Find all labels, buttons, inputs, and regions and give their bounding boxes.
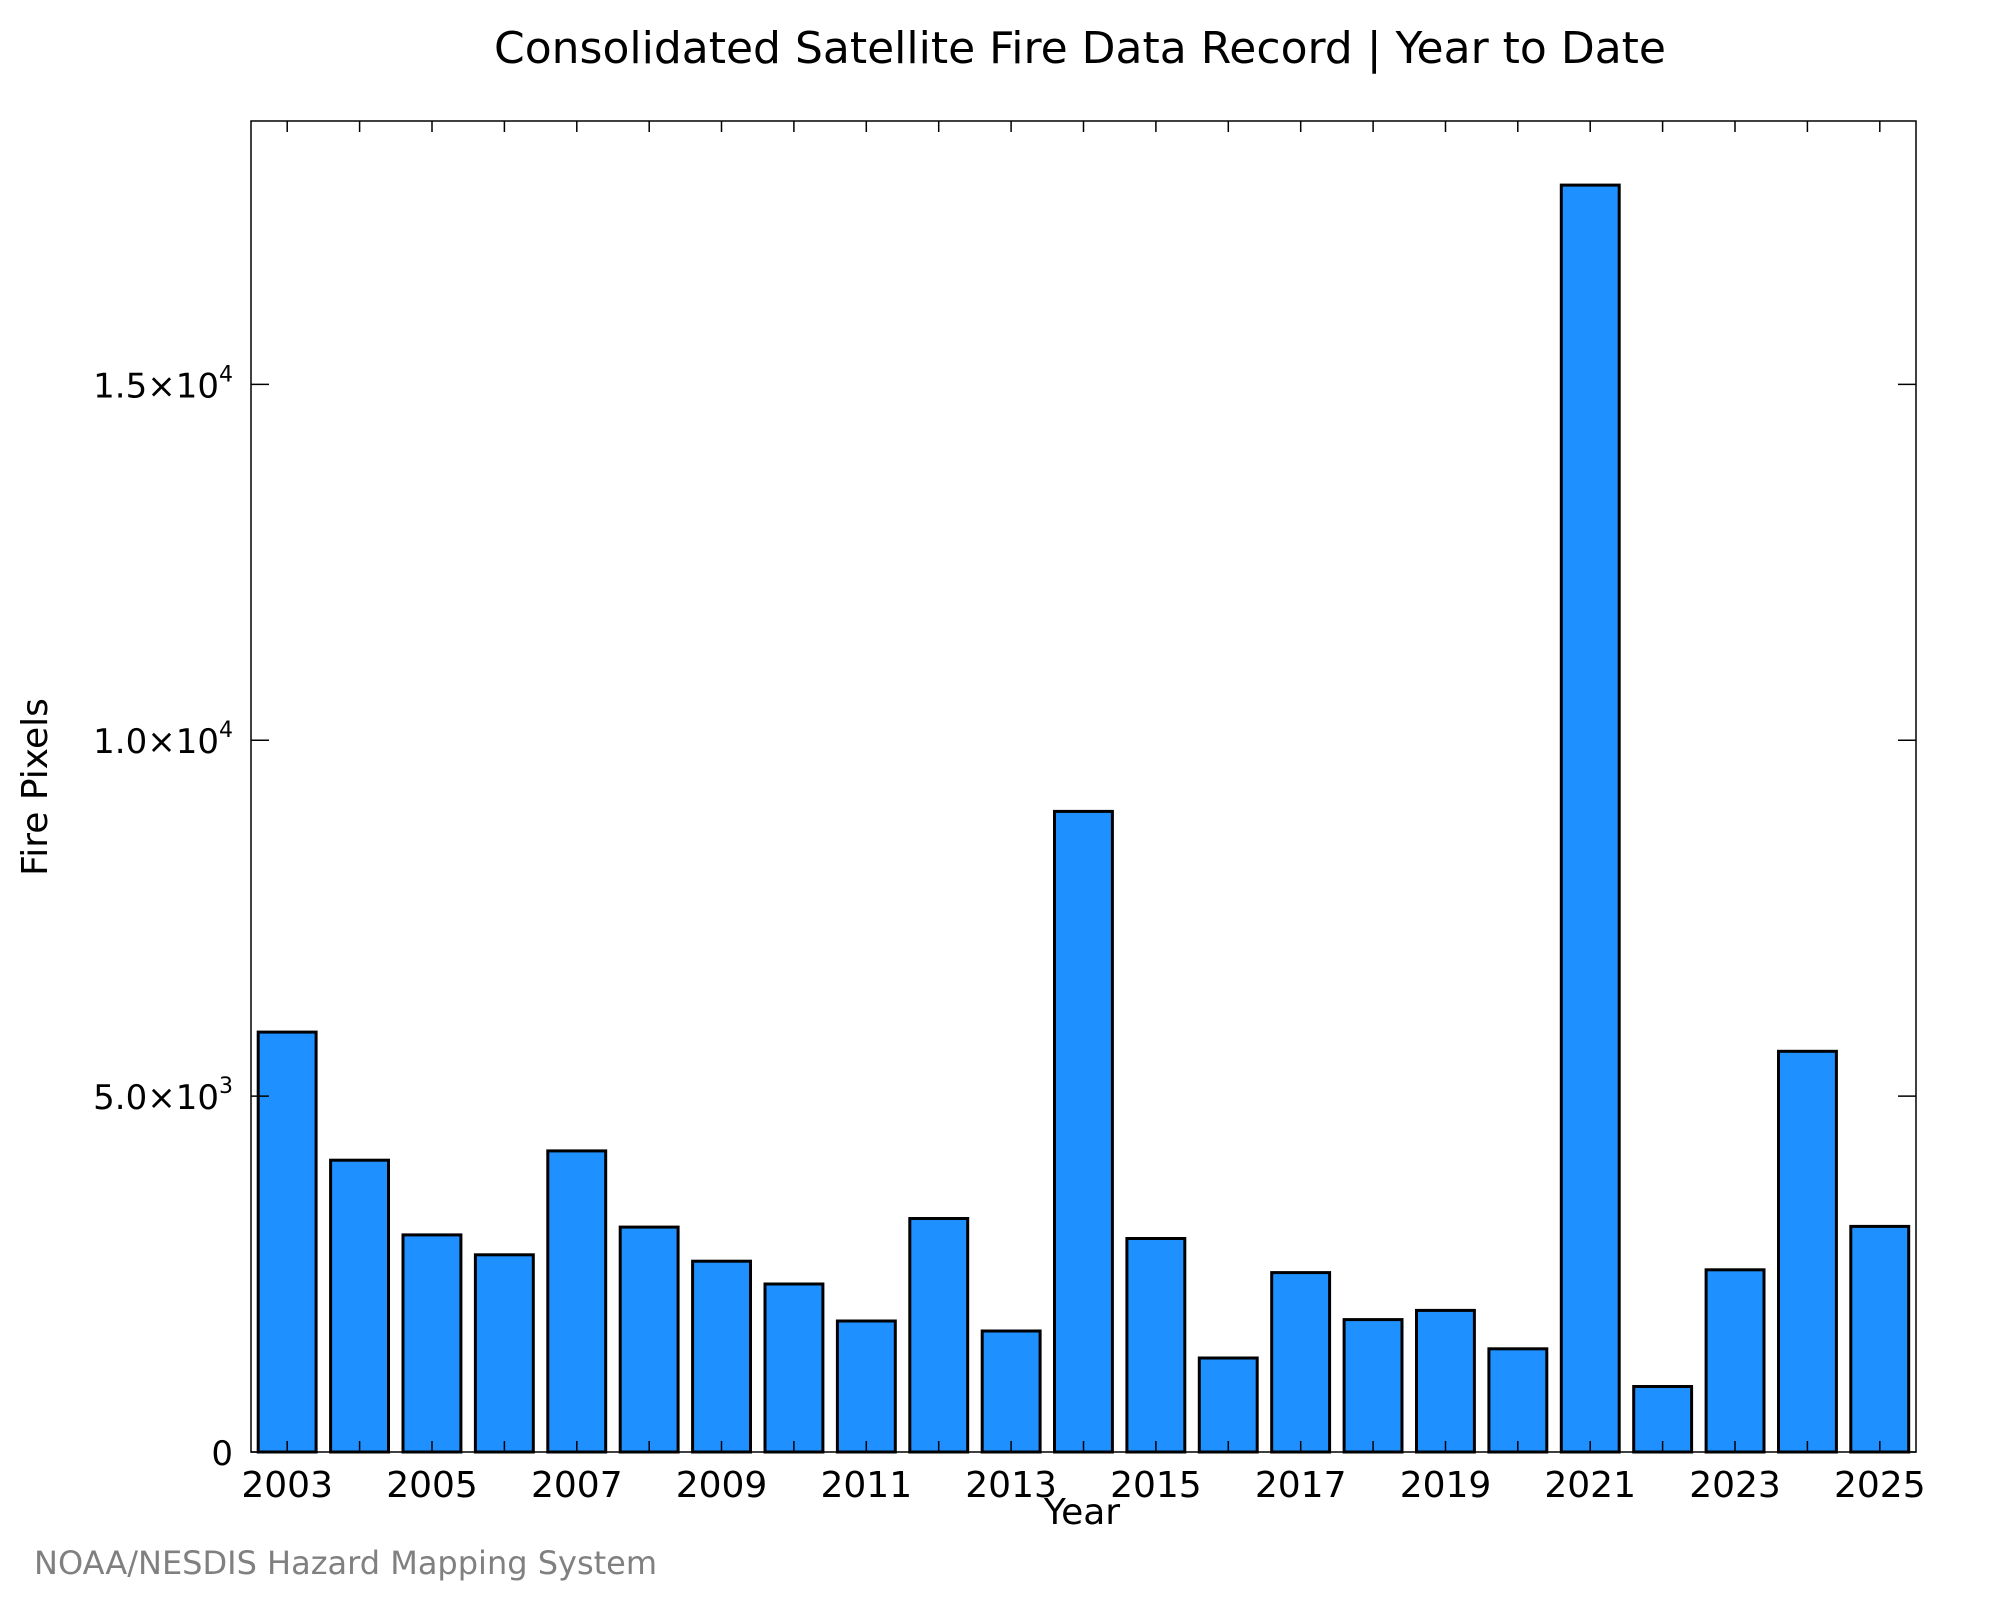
bar-2007 xyxy=(546,1149,608,1454)
bar-2023 xyxy=(1704,1268,1766,1454)
x-tick-label: 2015 xyxy=(1110,1465,1202,1506)
x-tick-label: 2023 xyxy=(1689,1465,1781,1506)
y-tick-label: 1.5×104 xyxy=(93,362,233,406)
y-tick-label: 0 xyxy=(211,1434,233,1474)
bar-2006 xyxy=(473,1253,535,1454)
bar-2021 xyxy=(1559,183,1621,1454)
y-axis-label: Fire Pixels xyxy=(15,698,56,876)
bar-2018 xyxy=(1342,1318,1404,1454)
y-tick-label: 5.0×103 xyxy=(93,1074,233,1118)
bar-2003 xyxy=(256,1030,318,1454)
bars-group xyxy=(256,183,1911,1454)
x-tick-label: 2021 xyxy=(1544,1465,1636,1506)
bar-2025 xyxy=(1849,1224,1911,1454)
bar-2017 xyxy=(1270,1271,1332,1454)
bar-2013 xyxy=(980,1329,1042,1454)
x-tick-label: 2009 xyxy=(676,1465,768,1506)
ticks-group xyxy=(251,121,1916,1453)
bar-2014 xyxy=(1053,809,1114,1454)
bar-2009 xyxy=(691,1259,752,1454)
x-tick-label: 2025 xyxy=(1834,1465,1926,1506)
x-tick-label: 2017 xyxy=(1255,1465,1347,1506)
bar-2012 xyxy=(908,1217,970,1454)
bar-2008 xyxy=(618,1225,680,1454)
bar-2011 xyxy=(835,1319,897,1454)
y-tick-labels: 0 5.0×103 1.0×104 1.5×104 xyxy=(93,362,233,1474)
bar-2020 xyxy=(1487,1347,1549,1454)
bar-2024 xyxy=(1777,1049,1838,1454)
x-axis-label: Year xyxy=(1043,1492,1120,1533)
x-tick-label: 2019 xyxy=(1400,1465,1492,1506)
x-tick-labels: 2003 2005 2007 2009 2011 2013 2015 2017 2019 2021… xyxy=(241,1465,1925,1506)
bar-2005 xyxy=(401,1233,463,1454)
bar-2019 xyxy=(1415,1308,1476,1454)
bar-2004 xyxy=(329,1158,391,1454)
credit-text: NOAA/NESDIS Hazard Mapping System xyxy=(34,1544,658,1582)
x-tick-label: 2003 xyxy=(241,1465,333,1506)
bar-2010 xyxy=(763,1282,825,1454)
x-tick-label: 2013 xyxy=(965,1465,1057,1506)
chart-title: Consolidated Satellite Fire Data Record … xyxy=(494,23,1666,74)
x-tick-label: 2011 xyxy=(820,1465,912,1506)
x-tick-label: 2005 xyxy=(386,1465,478,1506)
x-tick-label: 2007 xyxy=(531,1465,623,1506)
bar-2015 xyxy=(1125,1237,1187,1454)
bar-2016 xyxy=(1197,1356,1259,1454)
y-tick-label: 1.0×104 xyxy=(93,718,233,762)
